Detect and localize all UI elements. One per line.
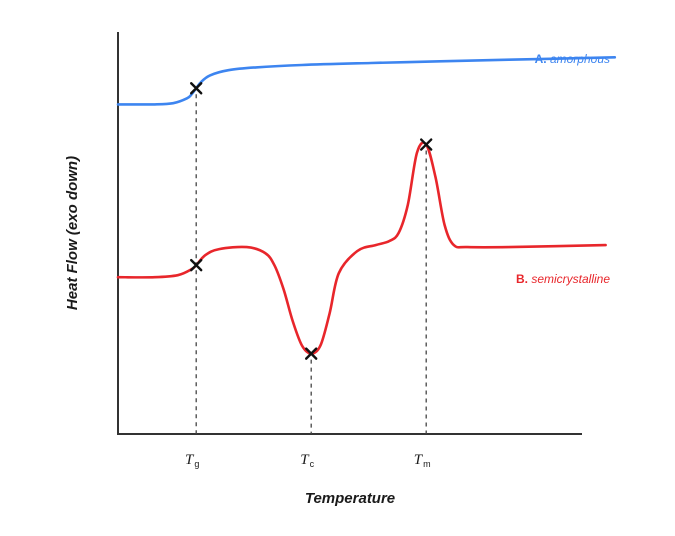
series-label-name: semicrystalline xyxy=(531,272,610,286)
tick-label-sub: c xyxy=(310,459,315,469)
tick-label-main: T xyxy=(414,452,424,468)
transition-markers xyxy=(189,82,433,360)
series-label-prefix: A. xyxy=(535,52,547,66)
tick-label-Tg: Tg xyxy=(185,452,199,469)
series-line-semicrystalline xyxy=(116,141,607,355)
x-axis-title: Temperature xyxy=(305,490,395,507)
series-labels: A. amorphous B. semicrystalline xyxy=(516,52,610,286)
tick-label-Tm: Tm xyxy=(414,452,431,469)
tick-label-sub: m xyxy=(423,459,431,469)
tick-label-sub: g xyxy=(194,459,199,469)
y-axis-title: Heat Flow (exo down) xyxy=(64,156,81,310)
x-marker xyxy=(420,138,433,151)
x-marker xyxy=(305,347,318,360)
tick-label-Tc: Tc xyxy=(300,452,314,469)
tick-label-main: T xyxy=(185,452,195,468)
x-tick-labels: Tg Tc Tm xyxy=(185,452,431,469)
series-label-prefix: B. xyxy=(516,272,528,286)
series-label-name: amorphous xyxy=(550,52,610,66)
axes xyxy=(117,32,582,435)
curves xyxy=(116,56,617,355)
drop-lines xyxy=(195,94,427,434)
series-line-amorphous xyxy=(116,56,617,106)
x-marker xyxy=(189,258,203,272)
series-label-semicrystalline: B. semicrystalline xyxy=(516,272,610,286)
tick-label-main: T xyxy=(300,452,310,468)
x-marker xyxy=(189,82,203,95)
series-label-amorphous: A. amorphous xyxy=(535,52,610,66)
